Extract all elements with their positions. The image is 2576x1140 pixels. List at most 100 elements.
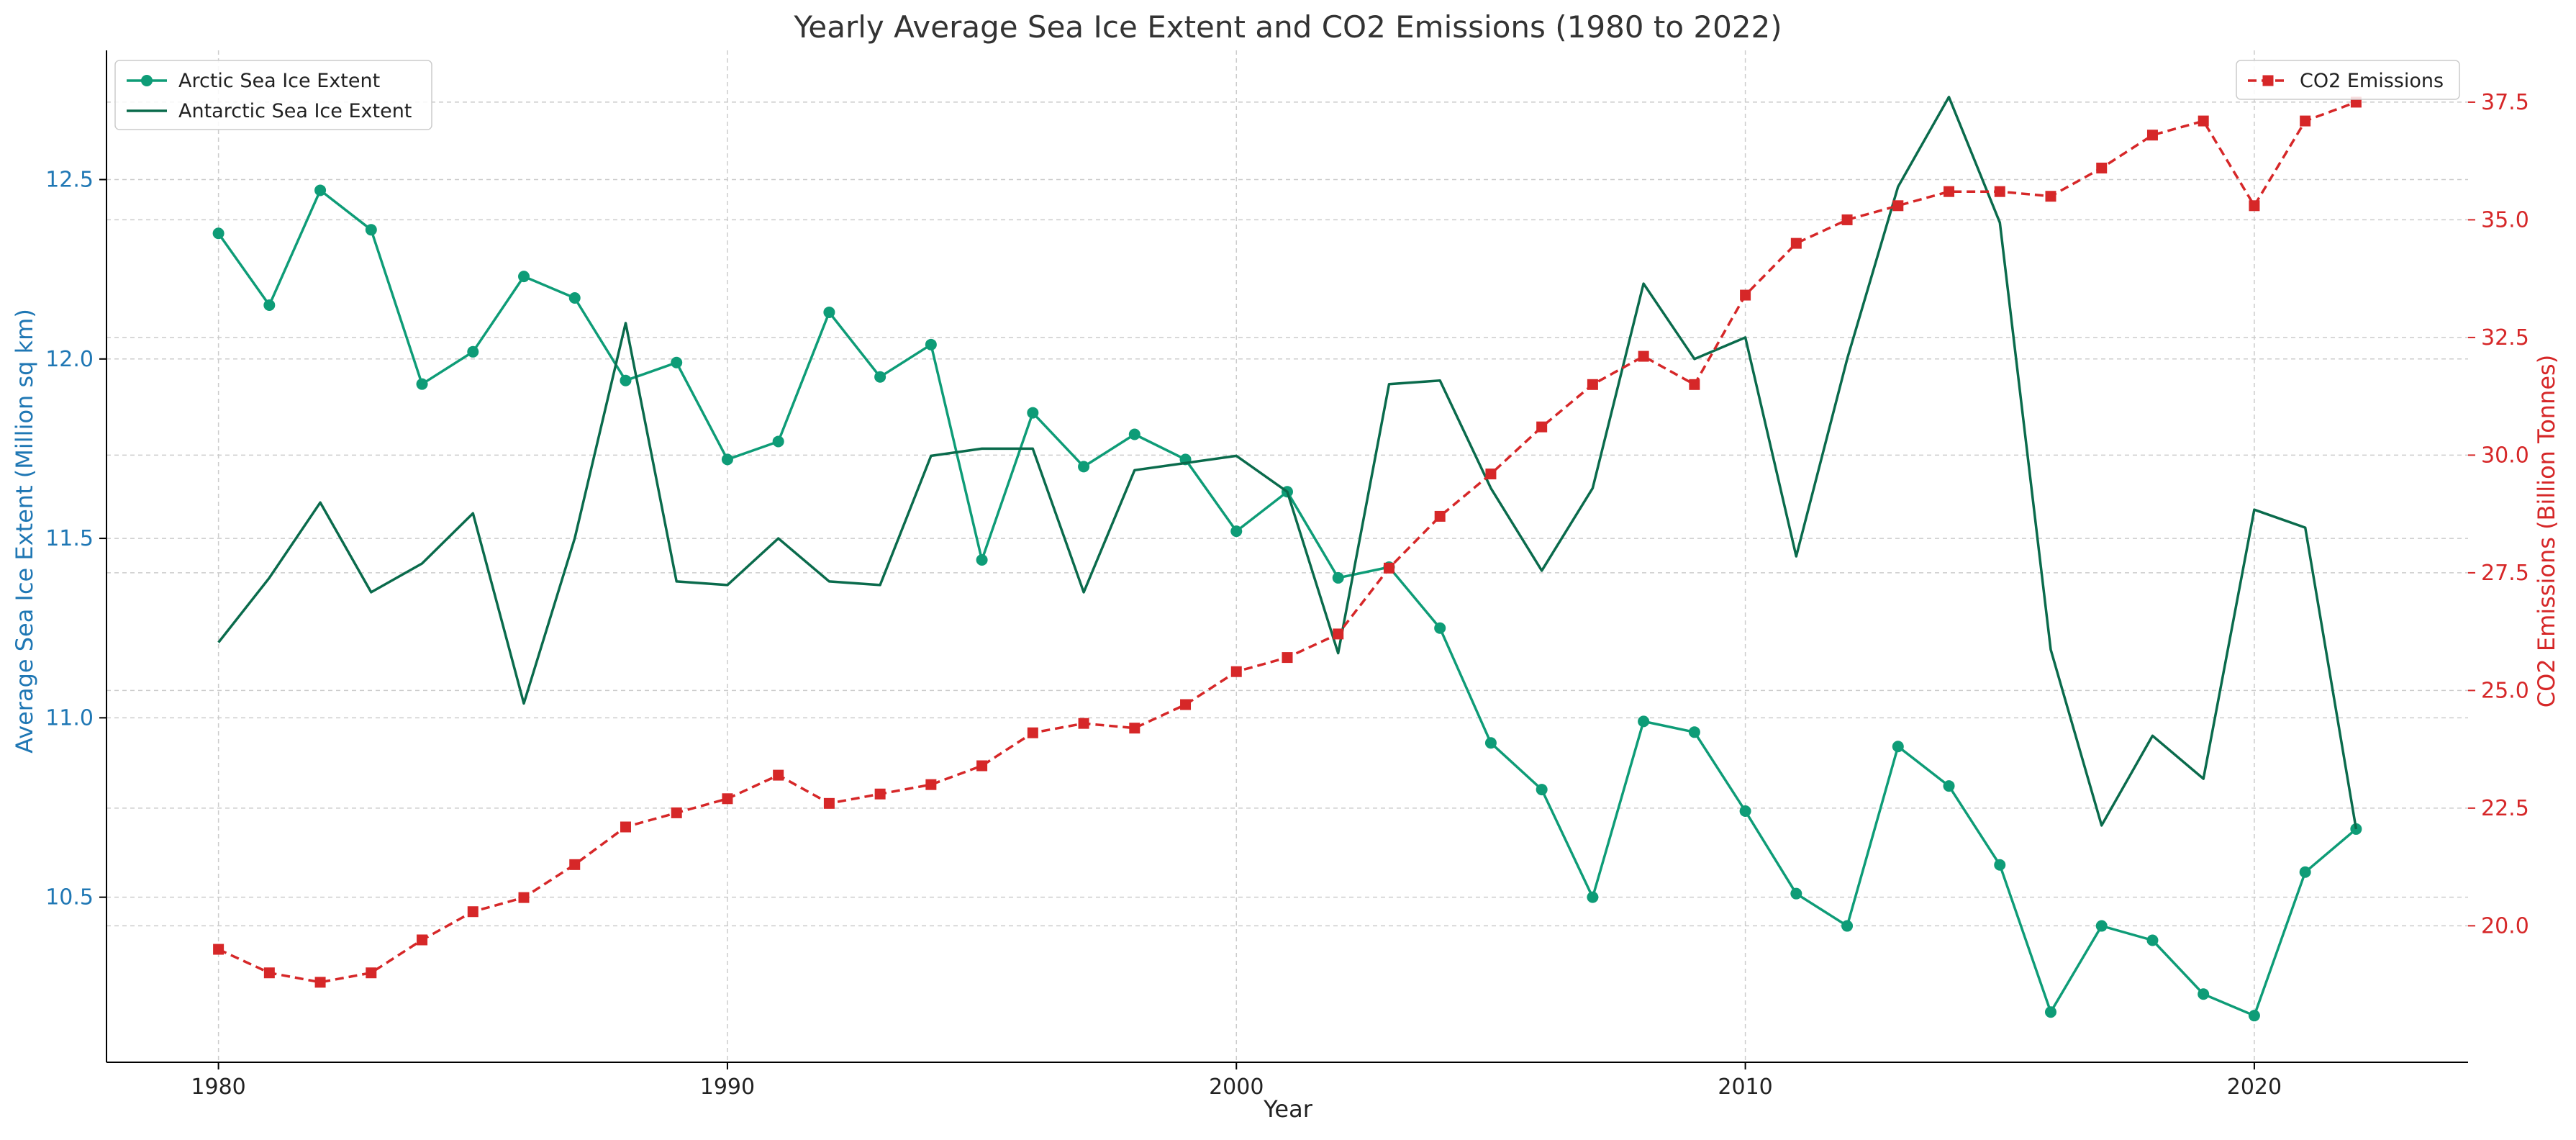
data-point-arctic-sea-ice-extent bbox=[1943, 780, 1955, 792]
data-point-co2-emissions bbox=[773, 769, 784, 781]
data-point-arctic-sea-ice-extent bbox=[1688, 726, 1700, 738]
data-point-arctic-sea-ice-extent bbox=[1434, 622, 1446, 634]
data-point-arctic-sea-ice-extent bbox=[365, 224, 377, 236]
data-point-arctic-sea-ice-extent bbox=[1027, 407, 1039, 419]
axes: 1980 1990 2000 2010 2020 10.5 11.0 11.5 12.0 12.5… bbox=[45, 50, 2529, 1100]
data-point-arctic-sea-ice-extent bbox=[212, 227, 225, 240]
data-point-co2-emissions bbox=[671, 807, 682, 818]
data-point-arctic-sea-ice-extent bbox=[568, 292, 581, 304]
x-tick-label: 2000 bbox=[1209, 1075, 1264, 1100]
data-point-arctic-sea-ice-extent bbox=[518, 271, 530, 283]
data-point-co2-emissions bbox=[2146, 130, 2158, 141]
data-point-arctic-sea-ice-extent bbox=[314, 184, 327, 196]
data-point-co2-emissions bbox=[1180, 699, 1192, 710]
series-antarctic-sea-ice-extent bbox=[217, 96, 2358, 830]
y-right-tick-label: 37.5 bbox=[2481, 90, 2529, 115]
data-point-co2-emissions bbox=[1841, 214, 1853, 225]
labels: Yearly Average Sea Ice Extent and CO2 Em… bbox=[11, 9, 2560, 1123]
series-layer bbox=[212, 96, 2362, 1022]
data-point-arctic-sea-ice-extent bbox=[2146, 934, 2159, 946]
data-point-co2-emissions bbox=[518, 892, 530, 903]
data-point-arctic-sea-ice-extent bbox=[874, 371, 886, 383]
data-point-arctic-sea-ice-extent bbox=[721, 453, 733, 466]
data-point-arctic-sea-ice-extent bbox=[1536, 784, 1548, 796]
data-point-arctic-sea-ice-extent bbox=[1638, 715, 1650, 728]
data-point-co2-emissions bbox=[1282, 652, 1293, 664]
data-point-arctic-sea-ice-extent bbox=[1078, 461, 1090, 473]
data-point-co2-emissions bbox=[1944, 186, 1955, 197]
data-point-co2-emissions bbox=[1485, 469, 1497, 480]
x-tick-label: 2020 bbox=[2227, 1075, 2282, 1100]
data-point-co2-emissions bbox=[823, 797, 835, 809]
data-point-co2-emissions bbox=[569, 859, 581, 870]
data-point-co2-emissions bbox=[1638, 350, 1649, 362]
y-left-tick-label: 11.0 bbox=[45, 705, 94, 730]
data-point-arctic-sea-ice-extent bbox=[2248, 1010, 2260, 1022]
data-point-arctic-sea-ice-extent bbox=[2350, 823, 2362, 835]
data-point-arctic-sea-ice-extent bbox=[416, 378, 428, 390]
data-point-arctic-sea-ice-extent bbox=[2095, 920, 2108, 932]
y-right-tick-label: 25.0 bbox=[2481, 678, 2529, 703]
data-point-co2-emissions bbox=[2096, 162, 2108, 173]
legend-marker bbox=[2262, 75, 2274, 86]
x-tick-label: 2010 bbox=[1718, 1075, 1772, 1100]
data-point-arctic-sea-ice-extent bbox=[1892, 741, 1904, 753]
data-point-co2-emissions bbox=[722, 793, 733, 805]
data-point-co2-emissions bbox=[1536, 421, 1548, 433]
data-point-co2-emissions bbox=[1740, 289, 1751, 301]
series-line-co2-emissions bbox=[217, 101, 2357, 984]
legend-label: CO2 Emissions bbox=[2300, 70, 2444, 92]
data-point-co2-emissions bbox=[1689, 379, 1700, 390]
data-point-co2-emissions bbox=[2045, 191, 2056, 202]
legend-label: Antarctic Sea Ice Extent bbox=[178, 100, 412, 122]
data-point-arctic-sea-ice-extent bbox=[2044, 1006, 2056, 1018]
data-point-co2-emissions bbox=[1383, 562, 1394, 574]
data-point-arctic-sea-ice-extent bbox=[1841, 920, 1854, 932]
data-point-arctic-sea-ice-extent bbox=[1128, 428, 1140, 440]
data-point-co2-emissions bbox=[1434, 510, 1446, 522]
data-point-co2-emissions bbox=[925, 779, 937, 790]
data-point-arctic-sea-ice-extent bbox=[976, 553, 988, 566]
data-point-arctic-sea-ice-extent bbox=[1994, 859, 2006, 871]
series-arctic-sea-ice-extent bbox=[212, 184, 2362, 1022]
data-point-arctic-sea-ice-extent bbox=[772, 435, 784, 448]
data-point-arctic-sea-ice-extent bbox=[1484, 737, 1497, 749]
legend-marker bbox=[141, 75, 153, 86]
data-point-co2-emissions bbox=[2249, 200, 2260, 212]
data-point-co2-emissions bbox=[976, 760, 988, 772]
data-point-co2-emissions bbox=[213, 944, 225, 955]
y-right-tick-label: 22.5 bbox=[2481, 796, 2529, 821]
data-point-arctic-sea-ice-extent bbox=[467, 345, 479, 358]
y-right-tick-label: 32.5 bbox=[2481, 325, 2529, 350]
data-point-co2-emissions bbox=[1230, 666, 1242, 677]
data-point-arctic-sea-ice-extent bbox=[2198, 988, 2210, 1000]
y-left-tick-label: 12.5 bbox=[45, 167, 94, 192]
y-axis-left-label: Average Sea Ice Extent (Million sq km) bbox=[11, 309, 38, 754]
series-line-antarctic-sea-ice-extent bbox=[217, 96, 2358, 830]
x-tick-label: 1990 bbox=[700, 1075, 755, 1100]
chart-title: Yearly Average Sea Ice Extent and CO2 Em… bbox=[793, 9, 1782, 45]
data-point-co2-emissions bbox=[1333, 628, 1344, 640]
grid bbox=[106, 50, 2468, 1062]
data-point-co2-emissions bbox=[1892, 200, 1904, 212]
y-right-tick-label: 27.5 bbox=[2481, 561, 2529, 586]
y-right-tick-label: 30.0 bbox=[2481, 443, 2529, 468]
data-point-arctic-sea-ice-extent bbox=[823, 306, 835, 318]
data-point-co2-emissions bbox=[1078, 718, 1089, 729]
data-point-arctic-sea-ice-extent bbox=[1587, 891, 1599, 903]
data-point-co2-emissions bbox=[620, 821, 631, 833]
data-point-arctic-sea-ice-extent bbox=[671, 356, 683, 368]
data-point-arctic-sea-ice-extent bbox=[1739, 805, 1751, 817]
data-point-arctic-sea-ice-extent bbox=[620, 374, 632, 386]
data-point-arctic-sea-ice-extent bbox=[1332, 571, 1344, 584]
y-left-tick-label: 12.0 bbox=[45, 347, 94, 372]
data-point-co2-emissions bbox=[263, 967, 275, 979]
data-point-co2-emissions bbox=[1994, 186, 2005, 197]
data-point-co2-emissions bbox=[1027, 727, 1038, 738]
data-point-co2-emissions bbox=[1129, 723, 1140, 734]
data-point-arctic-sea-ice-extent bbox=[1230, 525, 1243, 538]
data-point-co2-emissions bbox=[467, 906, 479, 918]
x-tick-label: 1980 bbox=[191, 1075, 245, 1100]
legend-right-frame bbox=[2236, 60, 2460, 100]
